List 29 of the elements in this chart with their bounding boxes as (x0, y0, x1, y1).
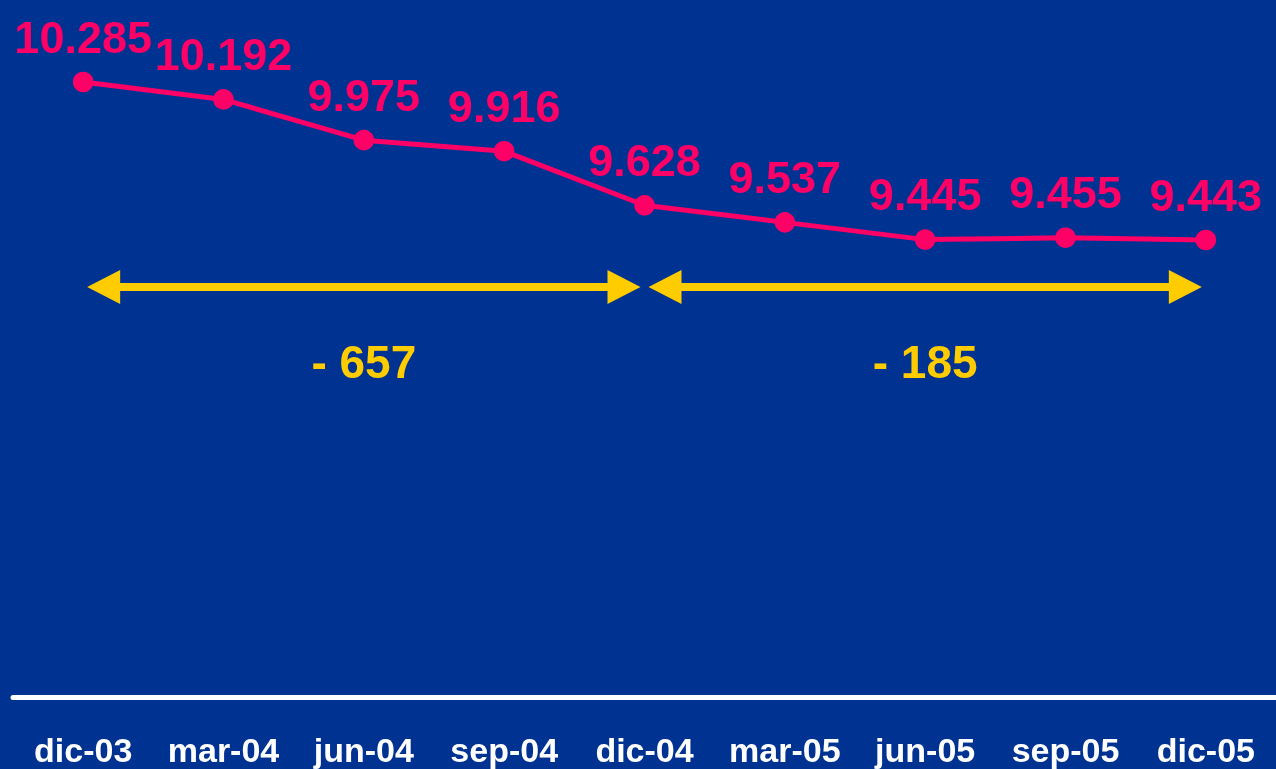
x-tick-label: jun-05 (874, 731, 976, 769)
text: - 657 (311, 336, 417, 388)
x-tick-label: jun-04 (312, 731, 414, 769)
data-label: 10.192 (154, 29, 293, 81)
x-tick-label: mar-05 (729, 731, 841, 769)
point (634, 195, 655, 216)
point (774, 212, 796, 233)
text: - 185 (872, 336, 978, 388)
data-label: 9.455 (1009, 167, 1122, 219)
point (493, 141, 515, 162)
data-label: 9.916 (447, 80, 561, 132)
x-tick-label: mar-04 (167, 731, 280, 769)
x-tick-label: sep-04 (450, 731, 559, 769)
point (213, 89, 234, 110)
point (1195, 229, 1217, 251)
data-label: 9.537 (728, 152, 842, 204)
point (353, 129, 375, 151)
data-label: 9.975 (307, 69, 421, 121)
data-label: 9.443 (1149, 169, 1263, 221)
point (914, 229, 936, 250)
x-tick-label: dic-05 (1156, 731, 1255, 769)
x-tick-label: sep-05 (1011, 731, 1120, 769)
point (72, 71, 94, 93)
point (1055, 227, 1076, 248)
data-label: 9.445 (868, 169, 982, 221)
x-tick-label: dic-04 (595, 731, 694, 769)
data-label: 9.628 (588, 135, 701, 187)
x-tick-label: dic-03 (34, 731, 133, 769)
data-label: 10.285 (14, 11, 152, 63)
